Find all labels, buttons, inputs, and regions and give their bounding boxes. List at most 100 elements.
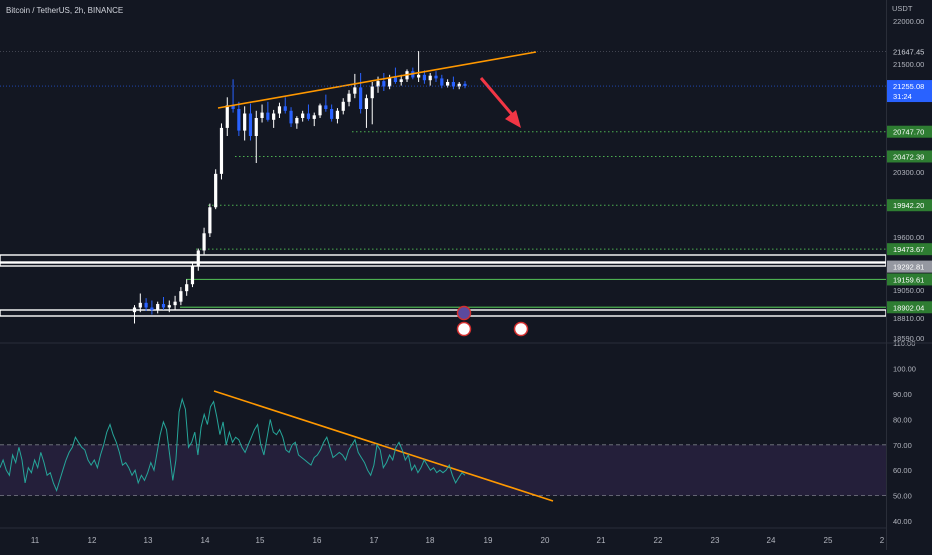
candle-body	[306, 113, 311, 119]
candle-body	[312, 115, 316, 119]
candle-body	[248, 113, 253, 136]
time-label-23: 23	[711, 536, 720, 545]
rsi-tick: 60.00	[893, 466, 912, 475]
candle-body	[428, 75, 432, 81]
candle-body	[457, 83, 461, 87]
candle-body	[272, 113, 276, 120]
price-axis[interactable]: 22000.00 21500.00 20300.00 19600.00 19050.00…	[841, 0, 932, 550]
current-price: 21255.08	[893, 82, 924, 91]
candle-body	[266, 112, 270, 120]
price-tick: 22000.00	[893, 17, 924, 26]
time-label-24: 24	[767, 536, 776, 545]
candle-body	[156, 304, 160, 310]
candle-body	[422, 74, 427, 81]
candle-body	[446, 82, 450, 86]
candle-body	[214, 173, 218, 208]
rsi-tick: 70.00	[893, 441, 912, 450]
candle-body	[179, 291, 183, 302]
candle-body	[237, 109, 241, 131]
level-tag	[887, 150, 932, 163]
countdown: 31:24	[893, 92, 912, 101]
candle-body	[330, 109, 334, 119]
down-arrow-shaft	[479, 77, 517, 119]
rsi-tick: 110.00	[893, 339, 915, 348]
price-tick: 19600.00	[893, 233, 924, 242]
symbol-title: Bitcoin / TetherUS, 2h, BINANCE	[6, 6, 124, 15]
candle-body	[289, 110, 293, 124]
candle-body	[138, 302, 142, 308]
candle-body	[376, 81, 380, 87]
candle-body	[301, 113, 305, 118]
candle-body	[463, 83, 467, 87]
time-label-16: 16	[313, 536, 322, 545]
candle-body	[161, 304, 166, 308]
candle-body	[295, 118, 299, 124]
rsi-tick: 80.00	[893, 415, 912, 424]
candle-body	[243, 113, 247, 131]
level-tag	[887, 199, 932, 212]
time-label-2: 2	[880, 536, 885, 545]
candle-body	[399, 79, 403, 82]
price-tick: 18590.00	[893, 334, 924, 343]
price-tick: 21500.00	[893, 60, 924, 69]
upper-trendline[interactable]	[217, 51, 537, 109]
candle-body	[359, 87, 363, 109]
candle-body	[185, 284, 189, 292]
price-tick: 20300.00	[893, 168, 924, 177]
candle-body	[173, 301, 177, 306]
candle-body	[335, 110, 340, 119]
price-axis-canvas[interactable]: 22000.00 21500.00 20300.00 19600.00 19050.00…	[841, 0, 932, 550]
candle-body	[277, 106, 282, 114]
candle-body	[347, 93, 351, 102]
candle-body	[324, 105, 328, 109]
level-tag-label: 20747.70	[893, 128, 924, 137]
current-price-tag	[887, 80, 932, 103]
rsi-trendline[interactable]	[213, 390, 554, 502]
level-tag-label: 19292.81	[893, 263, 924, 272]
level-tag-label: 18902.04	[893, 303, 924, 312]
level-tag	[887, 301, 932, 314]
time-label-13: 13	[144, 536, 153, 545]
time-label-19: 19	[484, 536, 493, 545]
level-tag	[887, 243, 932, 256]
candle-body	[225, 105, 229, 128]
level-tag	[887, 273, 932, 286]
lightning-icon[interactable]	[456, 305, 472, 321]
candle-body	[190, 265, 195, 285]
candle-body	[318, 105, 322, 116]
candle-body	[144, 302, 148, 308]
rsi-line	[0, 397, 466, 492]
time-label-14: 14	[201, 536, 210, 545]
axis-currency: USDT	[892, 4, 913, 13]
candle-body	[370, 86, 374, 99]
us-flag-icon[interactable]	[513, 321, 529, 337]
candle-body	[167, 305, 171, 308]
time-label-12: 12	[88, 536, 97, 545]
candle-body	[196, 250, 200, 266]
candle-body	[382, 81, 386, 87]
candle-body	[219, 127, 224, 174]
time-label-25: 25	[824, 536, 833, 545]
candle-body	[353, 87, 357, 94]
level-tag-label: 19159.61	[893, 275, 924, 284]
high-value: 21647.45	[893, 47, 924, 56]
rsi-tick: 100.00	[893, 365, 916, 374]
chart-canvas[interactable]: 11 12 13 14 15 16 17 18 19 20 21 22 23 24 25 2	[0, 0, 887, 550]
candle-body	[388, 77, 392, 87]
level-tag	[887, 260, 932, 273]
price-tick: 18810.00	[893, 314, 924, 323]
rsi-band	[0, 444, 886, 496]
candle-body	[202, 233, 206, 251]
chart-area[interactable]: 11 12 13 14 15 16 17 18 19 20 21 22 23 24 25 2	[0, 0, 887, 550]
time-label-17: 17	[370, 536, 379, 545]
time-label-15: 15	[256, 536, 265, 545]
candle-body	[440, 78, 444, 86]
candle-body	[417, 74, 421, 78]
rsi-tick: 90.00	[893, 390, 912, 399]
us-flag-icon[interactable]	[456, 321, 472, 337]
candle-body	[393, 77, 398, 82]
candle-body	[341, 101, 345, 111]
rsi-tick: 40.00	[893, 517, 912, 526]
candle-body	[434, 75, 438, 79]
level-tag-label: 20472.39	[893, 152, 924, 161]
